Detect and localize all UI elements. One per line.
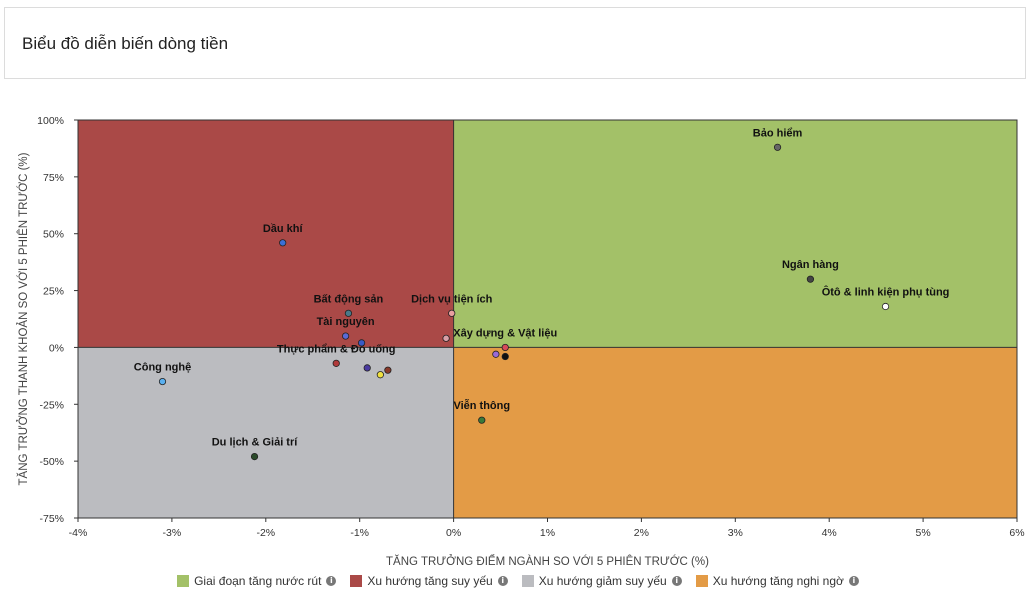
- data-point: [363, 364, 371, 372]
- legend-label: Giai đoạn tăng nước rút: [194, 574, 322, 588]
- x-tick-label: 6%: [1009, 527, 1024, 539]
- x-tick-label: 0%: [446, 527, 461, 539]
- legend-item[interactable]: Xu hướng tăng suy yếu i: [350, 574, 508, 588]
- quadrant-rising-doubtful: [453, 347, 1018, 518]
- data-point: [357, 339, 366, 347]
- x-tick-label: -1%: [350, 527, 369, 539]
- data-point: [158, 377, 167, 386]
- data-point: [501, 343, 509, 352]
- legend-swatch: [521, 575, 534, 587]
- y-tick-label: -25%: [39, 399, 64, 411]
- chart-legend: Giai đoạn tăng nước rút i Xu hướng tăng su…: [0, 574, 1036, 588]
- data-point: [881, 302, 890, 311]
- info-icon[interactable]: i: [671, 576, 682, 586]
- data-point: [478, 416, 486, 424]
- data-label: Dịch vụ tiện ích: [411, 293, 493, 305]
- cashflow-chart: -4% -3% -2% -1% 0% 1% 2% 3% 4% 5% 6% -75% -50% -25% 0%…: [17, 115, 1025, 568]
- quadrant-rising-sprint: [453, 120, 1018, 348]
- x-tick-label: 2%: [634, 527, 649, 539]
- data-point: [342, 332, 350, 340]
- data-point: [448, 309, 456, 317]
- data-label: Bảo hiểm: [753, 127, 803, 139]
- y-tick-label: 75%: [43, 172, 64, 184]
- x-tick-label: -2%: [256, 527, 275, 539]
- x-tick-label: -4%: [69, 527, 88, 539]
- y-tick-label: 25%: [43, 286, 64, 298]
- info-icon[interactable]: i: [848, 576, 859, 586]
- x-tick-label: 4%: [822, 527, 837, 539]
- data-label: Ôtô & linh kiện phụ tùng: [822, 285, 950, 298]
- legend-label: Xu hướng giảm suy yếu: [538, 574, 667, 588]
- data-point: [376, 371, 384, 379]
- data-label: Xây dựng & Vật liệu: [453, 327, 557, 339]
- data-label: Công nghệ: [134, 362, 191, 374]
- info-icon[interactable]: i: [326, 576, 337, 586]
- legend-swatch: [177, 575, 190, 587]
- x-tick-label: 5%: [916, 527, 931, 539]
- x-axis-label: TĂNG TRƯỞNG ĐIỂM NGÀNH SO VỚI 5 PHIÊN TR…: [386, 555, 709, 568]
- data-label: Thực phẩm & Đồ uống: [277, 343, 396, 355]
- y-tick-label: 50%: [43, 229, 64, 241]
- data-label: Du lịch & Giải trí: [212, 437, 299, 449]
- y-axis-label: TĂNG TRƯỞNG THANH KHOẢN SO VỚI 5 PHIÊN T…: [17, 152, 30, 485]
- legend-item[interactable]: Giai đoạn tăng nước rút i: [177, 574, 337, 588]
- quadrant-rising-weakening: [78, 120, 454, 348]
- data-point: [384, 366, 392, 374]
- data-label: Viễn thông: [453, 399, 510, 412]
- data-label: Bất động sản: [314, 293, 384, 305]
- legend-label: Xu hướng tăng suy yếu: [367, 574, 493, 588]
- data-point: [332, 359, 340, 367]
- data-point: [344, 309, 353, 317]
- data-point: [279, 239, 287, 247]
- x-tick-label: 3%: [728, 527, 743, 539]
- data-point: [806, 275, 815, 283]
- legend-label: Xu hướng tăng nghi ngờ: [712, 574, 844, 588]
- data-point: [250, 452, 259, 461]
- legend-item[interactable]: Xu hướng giảm suy yếu i: [521, 574, 682, 588]
- y-tick-label: -50%: [39, 456, 64, 468]
- y-tick-label: 100%: [37, 115, 64, 127]
- legend-swatch: [350, 575, 363, 587]
- legend-item[interactable]: Xu hướng tăng nghi ngờ i: [695, 574, 859, 588]
- data-label: Ngân hàng: [782, 259, 839, 271]
- data-point: [442, 334, 450, 342]
- y-tick-label: -75%: [39, 513, 64, 525]
- info-icon[interactable]: i: [497, 576, 508, 586]
- page-title: Biểu đồ diễn biến dòng tiền: [22, 34, 229, 53]
- data-point: [773, 143, 782, 151]
- legend-swatch: [695, 575, 708, 587]
- data-label: Tài nguyên: [317, 316, 375, 328]
- quadrant-falling-weakening: [78, 347, 454, 518]
- data-point: [501, 352, 509, 361]
- data-point: [492, 350, 500, 358]
- title-card: Biểu đồ diễn biến dòng tiền: [4, 7, 1026, 79]
- y-tick-label: 0%: [49, 342, 64, 354]
- data-label: Dầu khí: [263, 223, 304, 235]
- x-tick-label: -3%: [163, 527, 182, 539]
- x-tick-label: 1%: [540, 527, 555, 539]
